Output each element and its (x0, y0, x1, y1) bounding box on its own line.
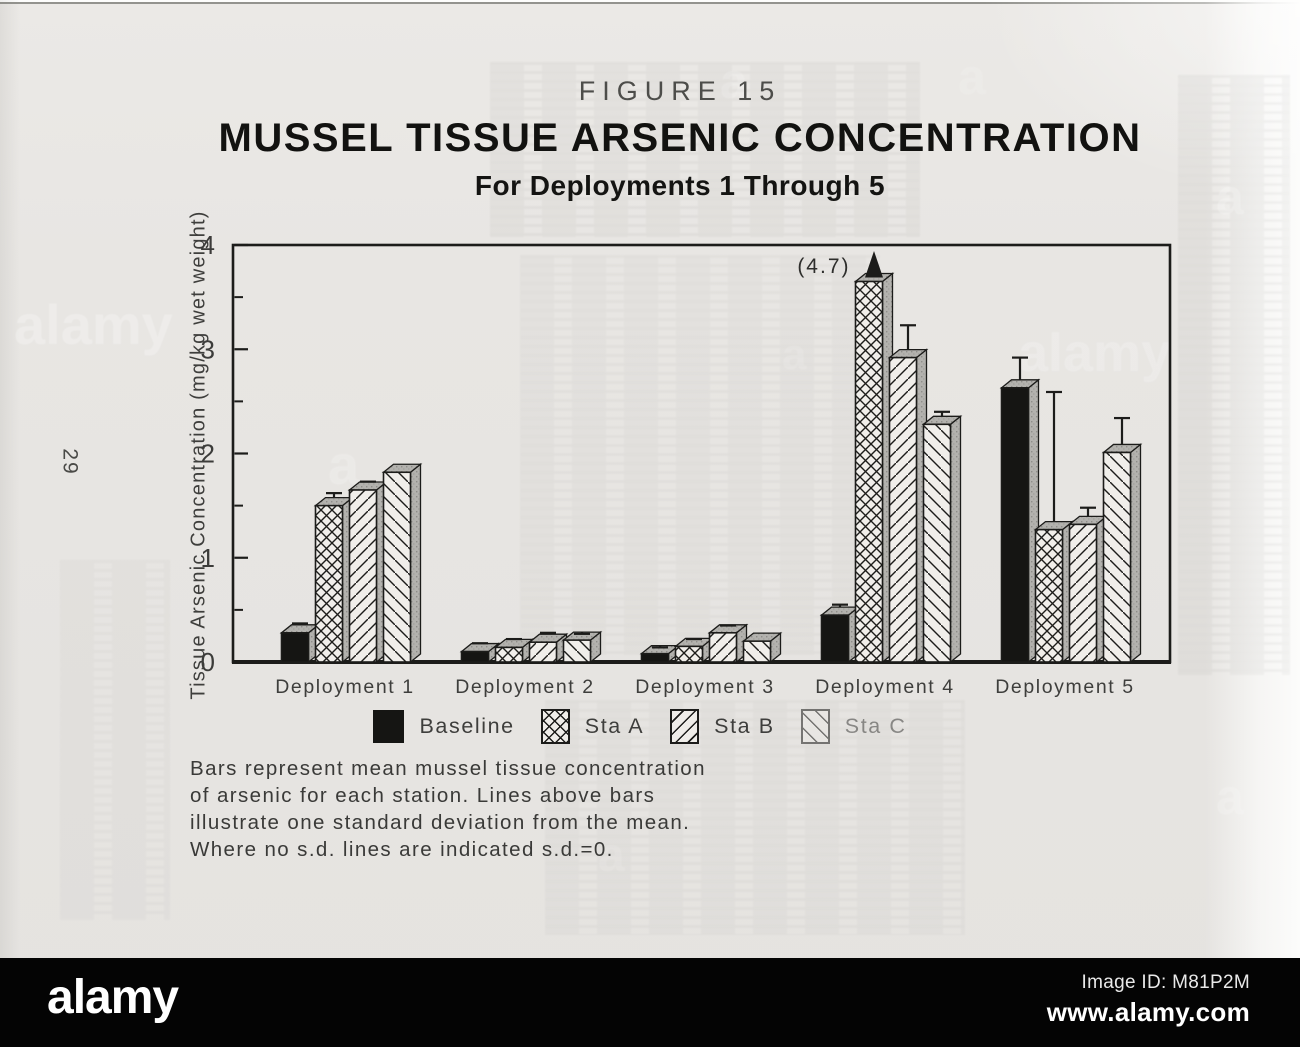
sta-c-swatch-icon (800, 709, 830, 744)
alamy-logo: alamy (47, 971, 179, 1024)
figure-label: FIGURE 15 (578, 76, 782, 106)
svg-text:0: 0 (201, 647, 216, 677)
legend-label: Sta C (844, 714, 907, 738)
svg-text:Deployment 2: Deployment 2 (455, 676, 595, 698)
baseline-swatch-icon (373, 710, 405, 743)
sta-b-swatch-icon (670, 709, 700, 744)
legend-label: Sta A (584, 714, 645, 738)
figure-header: FIGURE 15 MUSSEL TISSUE ARSENIC CONCENTR… (160, 76, 1200, 202)
legend-item-sta-a: Sta A (540, 709, 645, 744)
figure-caption: Bars represent mean mussel tissue concen… (190, 757, 706, 861)
svg-text:2: 2 (201, 439, 216, 469)
chart-subtitle: For Deployments 1 Through 5 (474, 170, 886, 201)
alamy-watermark: alamy (14, 293, 173, 356)
svg-text:Deployment 3: Deployment 3 (635, 676, 775, 698)
legend-item-sta-b: Sta B (670, 709, 775, 744)
svg-text:Deployment 1: Deployment 1 (275, 676, 415, 698)
svg-text:4: 4 (201, 235, 216, 260)
image-id-label: Image ID: M81P2M (1081, 972, 1250, 993)
svg-text:Deployment 5: Deployment 5 (995, 676, 1135, 698)
legend-label: Sta B (714, 714, 775, 738)
plot-area: 0 1 2 3 4 Deployment 1 Deployment 2 Deployment … (201, 235, 1172, 698)
svg-text:3: 3 (201, 334, 216, 364)
alamy-url: www.alamy.com (1046, 997, 1250, 1027)
scan-left-shade (0, 0, 20, 958)
legend-item-baseline: Baseline (373, 710, 514, 743)
svg-text:(4.7): (4.7) (797, 255, 850, 278)
page-corner-glow (980, 0, 1300, 200)
footer-info: Image ID: M81P2M www.alamy.com (1047, 972, 1250, 1028)
bleed-through-text (60, 560, 170, 920)
sta-a-swatch-icon (540, 709, 570, 744)
svg-text:1: 1 (201, 543, 216, 573)
legend-label: Baseline (419, 714, 515, 738)
page-number: 29 (58, 448, 82, 476)
bar-chart: 0 1 2 3 4 Deployment 1 Deployment 2 Deployment … (201, 235, 1172, 698)
svg-text:Deployment 4: Deployment 4 (815, 676, 955, 698)
legend-item-sta-c: Sta C (800, 709, 907, 744)
scan-top-edge (0, 0, 1300, 7)
alamy-footer-bar: alamy Image ID: M81P2M www.alamy.com (0, 958, 1300, 1047)
chart-title: MUSSEL TISSUE ARSENIC CONCENTRATION (218, 116, 1142, 160)
chart-legend: Baseline Sta A Sta B Sta C (190, 709, 1090, 744)
